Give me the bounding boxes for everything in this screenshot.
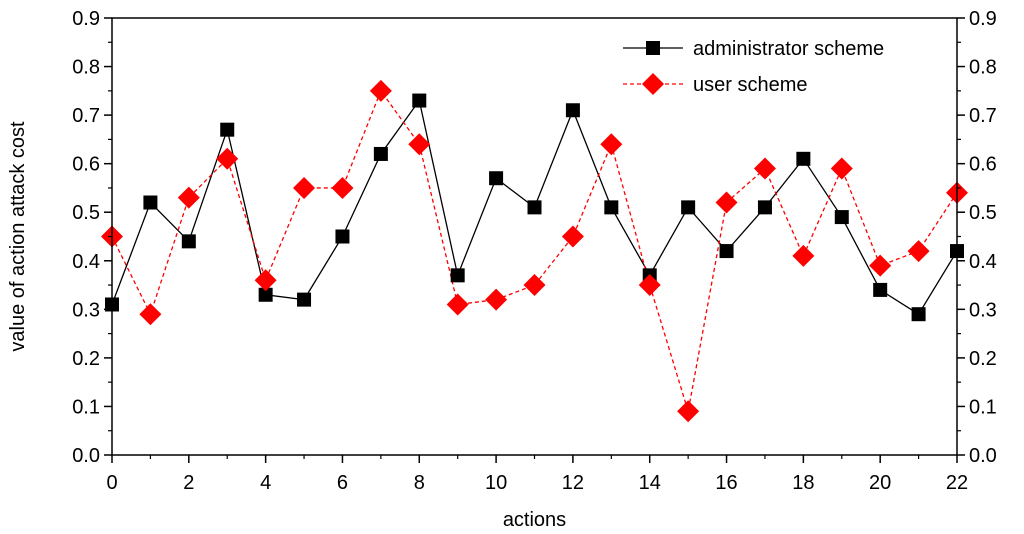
data-point-user-scheme (523, 274, 546, 297)
series-layer (101, 79, 968, 423)
y-tick-label-right: 0.7 (969, 105, 997, 127)
y-tick-label-left: 0.1 (72, 396, 100, 418)
y-tick-label-right: 0.4 (969, 251, 997, 273)
data-point-user-scheme (331, 176, 354, 199)
data-point-administrator-scheme (834, 210, 849, 225)
data-point-user-scheme (600, 133, 623, 156)
data-point-user-scheme (408, 133, 431, 156)
y-tick-label-right: 0.1 (969, 396, 997, 418)
data-point-administrator-scheme (911, 307, 926, 322)
y-tick-label-right: 0.3 (969, 299, 997, 321)
data-point-user-scheme (446, 293, 469, 316)
data-point-user-scheme (561, 225, 584, 248)
y-axis-title: value of action attack cost (7, 121, 29, 352)
x-tick-label: 18 (792, 472, 814, 494)
data-point-user-scheme (216, 147, 239, 170)
y-tick-label-right: 0.9 (969, 8, 997, 30)
x-tick-label: 8 (414, 472, 425, 494)
data-point-user-scheme (638, 274, 661, 297)
y-tick-label-right: 0.8 (969, 57, 997, 79)
y-tick-label-left: 0.6 (72, 154, 100, 176)
data-point-user-scheme (907, 240, 930, 263)
data-point-administrator-scheme (796, 151, 811, 166)
data-point-user-scheme (753, 157, 776, 180)
data-point-administrator-scheme (258, 287, 273, 302)
legend-label-user-scheme: user scheme (693, 74, 808, 96)
y-tick-label-left: 0.2 (72, 348, 100, 370)
data-point-administrator-scheme (412, 93, 427, 108)
data-point-administrator-scheme (757, 200, 772, 215)
data-point-administrator-scheme (297, 292, 312, 307)
legend: administrator scheme user scheme (623, 38, 884, 96)
y-tick-label-left: 0.5 (72, 202, 100, 224)
y-tick-label-right: 0.6 (969, 154, 997, 176)
data-point-user-scheme (792, 244, 815, 267)
x-tick-label: 14 (639, 472, 661, 494)
data-point-user-scheme (293, 176, 316, 199)
data-point-administrator-scheme (489, 171, 504, 186)
data-point-administrator-scheme (873, 282, 888, 297)
data-point-administrator-scheme (527, 200, 542, 215)
data-point-administrator-scheme (681, 200, 696, 215)
x-tick-label: 6 (337, 472, 348, 494)
data-point-user-scheme (715, 191, 738, 214)
data-point-user-scheme (485, 288, 508, 311)
y-tick-label-left: 0.0 (72, 445, 100, 467)
x-tick-label: 16 (715, 472, 737, 494)
x-tick-label: 12 (562, 472, 584, 494)
legend-marker-administrator-scheme (646, 41, 660, 55)
ticks-layer: 0.0 0.0 0.1 0.1 0.2 0.2 0.3 0.3 0.4 0.4 0.5 0.5 0.6 0… (72, 8, 997, 494)
data-point-user-scheme (139, 303, 162, 326)
x-tick-label: 0 (106, 472, 117, 494)
data-point-administrator-scheme (719, 244, 734, 259)
series-line-user-scheme (111, 89, 958, 412)
data-point-administrator-scheme (220, 122, 235, 137)
data-point-administrator-scheme (450, 268, 465, 283)
data-point-administrator-scheme (565, 103, 580, 118)
data-point-administrator-scheme (604, 200, 619, 215)
x-tick-label: 2 (183, 472, 194, 494)
data-point-user-scheme (254, 269, 277, 292)
y-tick-label-left: 0.8 (72, 57, 100, 79)
plot-frame (111, 17, 958, 456)
x-tick-label: 4 (260, 472, 271, 494)
x-tick-label: 20 (869, 472, 891, 494)
data-point-user-scheme (177, 186, 200, 209)
data-point-administrator-scheme (335, 229, 350, 244)
y-tick-label-left: 0.9 (72, 8, 100, 30)
y-tick-label-left: 0.4 (72, 251, 100, 273)
legend-label-administrator-scheme: administrator scheme (693, 38, 884, 60)
x-tick-label: 22 (946, 472, 968, 494)
data-point-administrator-scheme (143, 195, 158, 210)
legend-marker-user-scheme (642, 73, 664, 95)
y-tick-label-right: 0.2 (969, 348, 997, 370)
data-point-user-scheme (869, 254, 892, 277)
data-point-administrator-scheme (373, 146, 388, 161)
x-tick-label: 10 (485, 472, 507, 494)
y-tick-label-left: 0.7 (72, 105, 100, 127)
x-axis-title: actions (503, 509, 566, 531)
y-tick-label-right: 0.0 (969, 445, 997, 467)
y-tick-label-left: 0.3 (72, 299, 100, 321)
data-point-administrator-scheme (181, 234, 196, 249)
y-tick-label-right: 0.5 (969, 202, 997, 224)
data-point-user-scheme (677, 400, 700, 423)
data-point-user-scheme (369, 79, 392, 102)
data-point-user-scheme (830, 157, 853, 180)
